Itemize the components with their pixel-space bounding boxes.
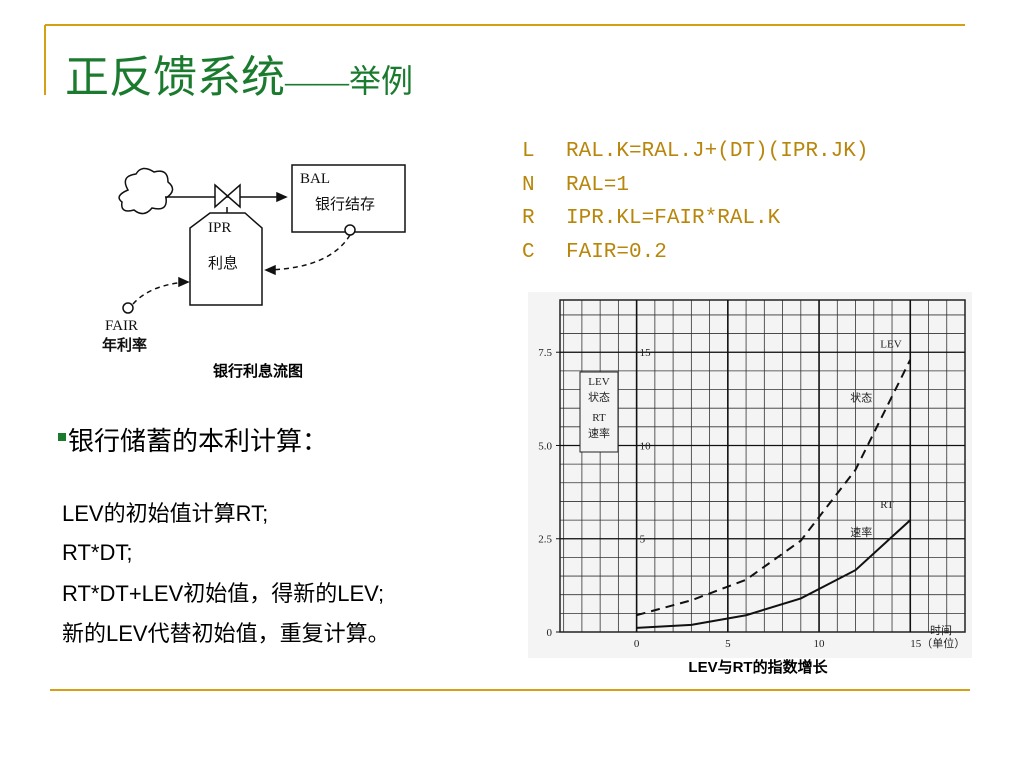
y-tick-label: 10 bbox=[640, 440, 652, 452]
series-desc: 状态 bbox=[850, 391, 872, 405]
arrow-head bbox=[178, 276, 190, 288]
arrow-head bbox=[264, 264, 276, 276]
bullet-mark bbox=[58, 433, 66, 441]
info-link bbox=[267, 234, 351, 271]
title-main: 正反馈系统 bbox=[65, 53, 285, 102]
aux-circle bbox=[122, 302, 134, 314]
series-line bbox=[636, 519, 911, 629]
eq-text: FAIR=0.2 bbox=[566, 241, 667, 264]
legend-box bbox=[579, 371, 619, 453]
eq-code: L bbox=[522, 140, 535, 163]
step: 新的LEV代替初始值，重复计算。 bbox=[62, 621, 390, 646]
series-desc: 速率 bbox=[850, 525, 872, 539]
rate-shape bbox=[189, 212, 263, 306]
y2-tick-label: 2.5 bbox=[538, 534, 552, 546]
chart-background bbox=[528, 292, 972, 658]
bullet-text: 银行储蓄的本利计算： bbox=[68, 427, 328, 456]
legend-name: LEV bbox=[588, 376, 609, 388]
plot-frame bbox=[559, 299, 966, 633]
flow-diagram bbox=[118, 164, 406, 314]
rate-label: IPR bbox=[208, 220, 231, 236]
series-name: RT bbox=[880, 499, 894, 511]
x-tick-label: 5 bbox=[725, 638, 731, 650]
eq-text: RAL=1 bbox=[566, 174, 629, 197]
chart-title: LEV与RT的指数增长 bbox=[688, 658, 828, 676]
eq-code: C bbox=[522, 241, 535, 264]
eq-text: IPR.KL=FAIR*RAL.K bbox=[566, 207, 781, 230]
aux-cn: 年利率 bbox=[102, 336, 147, 354]
x-tick-label: 10 bbox=[814, 638, 826, 650]
x-axis-label: 时间 bbox=[930, 624, 952, 637]
eq-text: RAL.K=RAL.J+(DT)(IPR.JK) bbox=[566, 140, 868, 163]
cloud bbox=[118, 167, 174, 215]
series-name: LEV bbox=[880, 339, 901, 351]
equations: L RAL.K=RAL.J+(DT)(IPR.JK) N RAL=1 R IPR… bbox=[522, 140, 868, 264]
y2-tick-label: 5.0 bbox=[538, 440, 552, 452]
y-tick-label: 5 bbox=[640, 534, 646, 546]
step: RT*DT; bbox=[62, 540, 133, 565]
diagram-caption: 银行利息流图 bbox=[213, 362, 303, 380]
step: LEV的初始值计算RT; bbox=[62, 501, 268, 526]
step: RT*DT+LEV初始值，得新的LEV; bbox=[62, 581, 384, 606]
y2-tick-label: 7.5 bbox=[538, 347, 552, 359]
series-line bbox=[636, 359, 912, 617]
eq-code: N bbox=[522, 174, 535, 197]
info-link bbox=[132, 281, 187, 305]
valve bbox=[214, 183, 241, 209]
y2-tick-label: 0 bbox=[547, 627, 553, 639]
level-cn: 银行结存 bbox=[315, 196, 375, 213]
title-sub: ——举例 bbox=[284, 63, 413, 99]
connector bbox=[344, 224, 356, 236]
legend-desc: 状态 bbox=[588, 390, 610, 404]
legend-desc: 速率 bbox=[588, 426, 610, 440]
title: 正反馈系统——举例 bbox=[65, 53, 413, 102]
level-label: BAL bbox=[300, 171, 330, 187]
x-tick-label: 0 bbox=[634, 638, 640, 650]
rate-cn: 利息 bbox=[208, 255, 238, 272]
legend-name: RT bbox=[592, 412, 606, 424]
x-tick-label: 15（单位） bbox=[910, 636, 965, 650]
aux-label: FAIR bbox=[105, 318, 138, 334]
arrow-head bbox=[276, 191, 288, 203]
y-tick-label: 15 bbox=[640, 347, 652, 359]
eq-code: R bbox=[522, 207, 535, 230]
